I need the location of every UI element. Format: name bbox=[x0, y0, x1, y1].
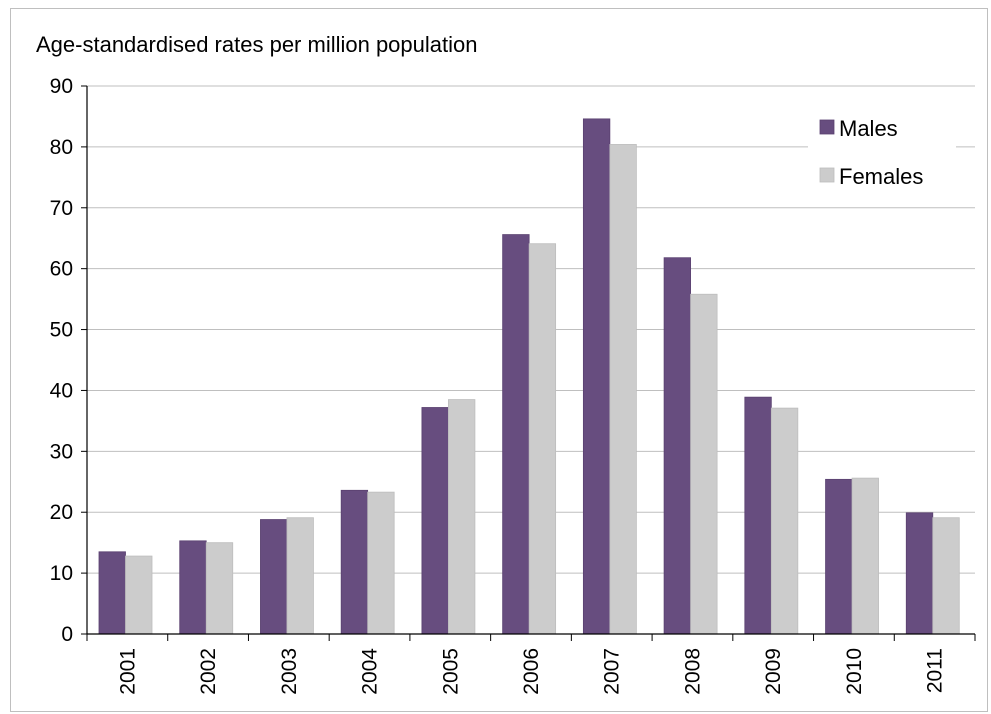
x-tick-label: 2008 bbox=[681, 648, 704, 695]
x-tick-label: 2011 bbox=[924, 648, 947, 693]
females-bar bbox=[205, 542, 234, 635]
y-tick-label: 20 bbox=[50, 501, 73, 524]
y-tick-label: 60 bbox=[50, 258, 73, 281]
females-bar bbox=[609, 144, 637, 635]
y-tick-label: 50 bbox=[50, 319, 73, 342]
males-bar bbox=[98, 551, 126, 635]
y-tick-label: 40 bbox=[50, 379, 73, 402]
males-bar bbox=[825, 478, 853, 635]
x-tick-label: 2006 bbox=[520, 648, 543, 695]
y-tick-label: 70 bbox=[50, 197, 73, 220]
x-tick-label: 2007 bbox=[601, 648, 624, 695]
females-bar bbox=[528, 243, 557, 635]
males-bar bbox=[421, 407, 449, 635]
y-tick-label: 10 bbox=[50, 562, 73, 585]
x-tick-label: 2001 bbox=[116, 648, 139, 695]
females-bar bbox=[932, 517, 960, 635]
y-tick-label: 90 bbox=[50, 75, 73, 98]
legend-item-females-swatch bbox=[819, 167, 835, 183]
x-tick-label: 2002 bbox=[197, 648, 220, 695]
x-tick-label: 2004 bbox=[359, 648, 382, 695]
y-tick-label: 0 bbox=[61, 623, 73, 646]
females-bar bbox=[448, 399, 476, 635]
legend[interactable]: Males Females bbox=[808, 108, 956, 204]
males-bar bbox=[340, 489, 369, 635]
bars bbox=[98, 118, 960, 635]
males-bar bbox=[502, 234, 530, 635]
legend-item-males-label: Males bbox=[839, 116, 898, 141]
males-bar bbox=[663, 257, 691, 635]
males-bar bbox=[905, 512, 934, 635]
x-tick-label: 2003 bbox=[278, 648, 301, 695]
x-tick-label: 2010 bbox=[843, 648, 866, 695]
x-tick-labels: 2001 2002 2003 2004 2005 2006 2007 2008 2009 2010… bbox=[116, 648, 946, 695]
y-axis-title: Age-standardised rates per million popul… bbox=[36, 32, 477, 57]
y-tick-label: 30 bbox=[50, 440, 73, 463]
axes bbox=[86, 86, 976, 641]
legend-item-females-label: Females bbox=[839, 164, 923, 189]
females-bar bbox=[690, 293, 718, 635]
y-tick-label: 80 bbox=[50, 136, 73, 159]
males-bar bbox=[582, 118, 611, 635]
x-tick-label: 2009 bbox=[762, 648, 785, 695]
females-bar bbox=[125, 555, 153, 635]
males-bar bbox=[260, 519, 288, 635]
females-bar bbox=[851, 477, 879, 635]
females-bar bbox=[286, 517, 314, 635]
males-bar bbox=[744, 396, 772, 635]
y-tick-labels: 0 10 20 30 40 50 60 70 80 90 bbox=[50, 75, 73, 646]
males-bar bbox=[179, 540, 207, 635]
females-bar bbox=[770, 407, 799, 635]
x-tick-label: 2005 bbox=[439, 648, 462, 695]
legend-item-males-swatch bbox=[819, 119, 835, 135]
females-bar bbox=[367, 491, 395, 635]
